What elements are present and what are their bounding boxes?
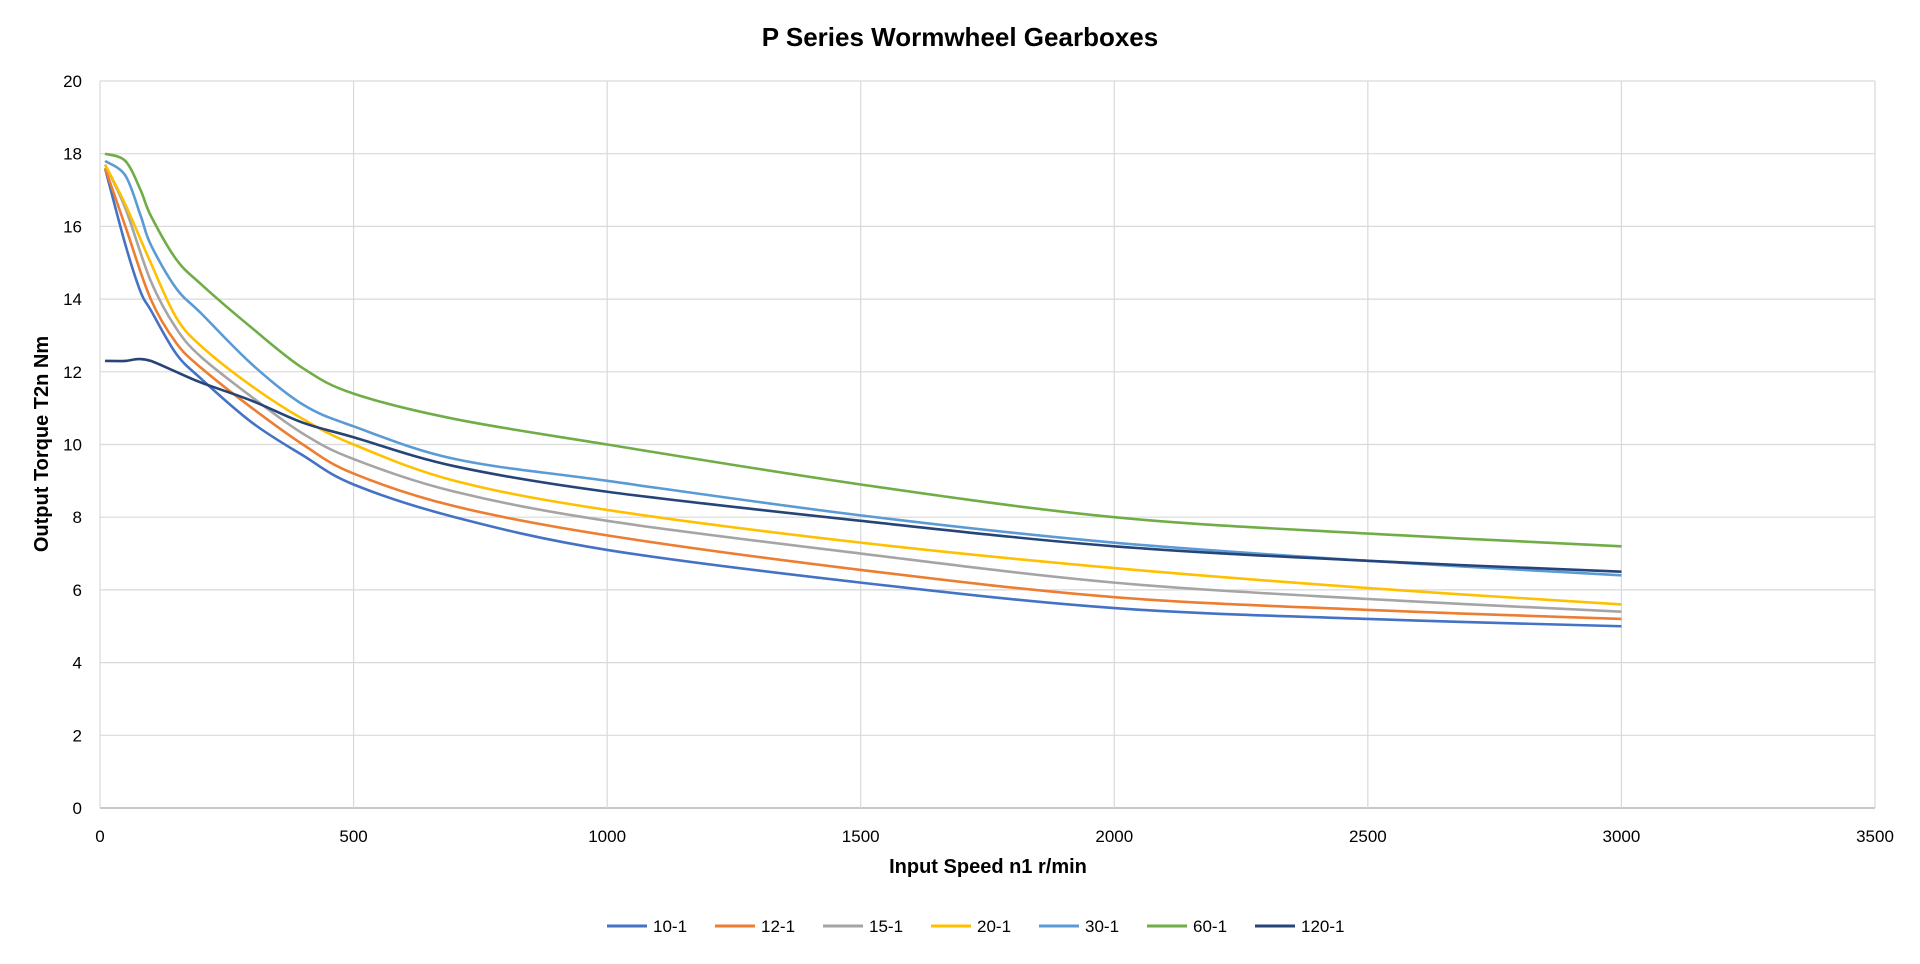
series-line-60-1 [104, 152, 1622, 548]
series-line-12-1 [103, 167, 1622, 621]
legend-label: 30-1 [1085, 917, 1119, 936]
y-tick-label: 0 [73, 799, 82, 818]
legend-label: 60-1 [1193, 917, 1227, 936]
x-tick-labels: 0 500 1000 1500 2000 2500 3000 3500 [95, 827, 1894, 846]
y-tick-label: 10 [63, 436, 82, 455]
y-tick-label: 18 [63, 145, 82, 164]
legend-label: 20-1 [977, 917, 1011, 936]
y-tick-label: 2 [73, 726, 82, 745]
x-tick-label: 0 [95, 827, 104, 846]
series-line-15-1 [103, 164, 1622, 614]
gridlines [99, 80, 1876, 809]
x-tick-label: 3500 [1856, 827, 1894, 846]
y-tick-label: 12 [63, 363, 82, 382]
legend-item: 12-1 [715, 917, 795, 936]
x-tick-label: 1500 [842, 827, 880, 846]
series-line-120-1 [105, 357, 1622, 574]
y-tick-label: 16 [63, 217, 82, 236]
legend-item: 30-1 [1039, 917, 1119, 936]
legend-item: 60-1 [1147, 917, 1227, 936]
x-tick-label: 500 [339, 827, 367, 846]
y-tick-label: 20 [63, 72, 82, 91]
y-tick-label: 6 [73, 581, 82, 600]
legend-item: 10-1 [607, 917, 687, 936]
legend-label: 120-1 [1301, 917, 1344, 936]
legend-item: 15-1 [823, 917, 903, 936]
series-line-20-1 [103, 164, 1622, 606]
x-tick-label: 2000 [1095, 827, 1133, 846]
series-line-10-1 [103, 167, 1622, 628]
legend: 10-1 12-1 15-1 20-1 30-1 60-1 120-1 [607, 917, 1344, 936]
y-axis-label: Output Torque T2n Nm [31, 336, 53, 552]
y-tick-label: 4 [73, 654, 82, 673]
x-tick-label: 3000 [1603, 827, 1641, 846]
legend-item: 120-1 [1255, 917, 1344, 936]
x-tick-label: 1000 [588, 827, 626, 846]
y-tick-labels: 0 2 4 6 8 10 12 14 16 18 20 [63, 72, 82, 818]
legend-label: 12-1 [761, 917, 795, 936]
x-axis-label: Input Speed n1 r/min [889, 856, 1087, 878]
x-tick-label: 2500 [1349, 827, 1387, 846]
y-tick-label: 8 [73, 508, 82, 527]
legend-label: 15-1 [869, 917, 903, 936]
series-line-30-1 [104, 159, 1622, 577]
y-tick-label: 14 [63, 290, 82, 309]
chart-title: P Series Wormwheel Gearboxes [762, 22, 1158, 52]
legend-item: 20-1 [931, 917, 1011, 936]
legend-label: 10-1 [653, 917, 687, 936]
series-lines [103, 152, 1622, 628]
